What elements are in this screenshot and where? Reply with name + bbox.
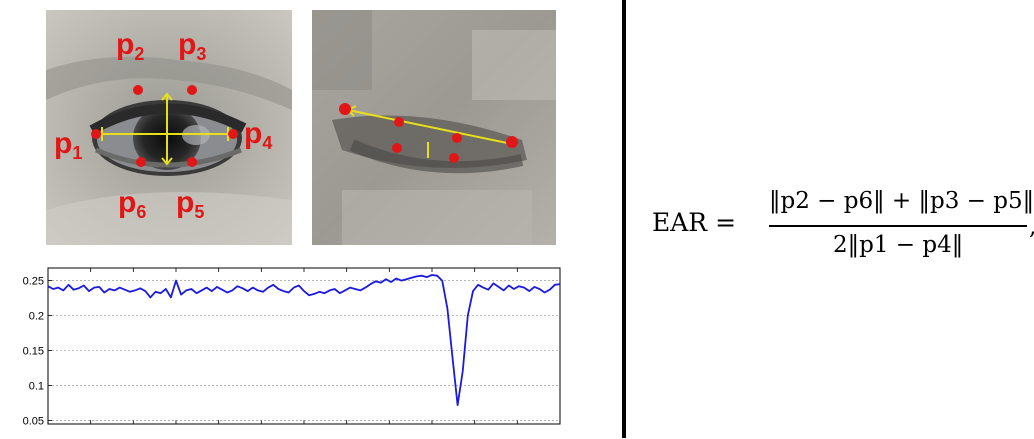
formula-comma: , <box>1029 214 1034 240</box>
ear-chart-svg: 0.25 0.2 0.15 0.1 0.05 <box>23 267 561 428</box>
label-p4: p4 <box>244 117 272 153</box>
label-p6: p6 <box>118 186 146 222</box>
open-eye-drawing: p1 p2 p3 p4 p5 p6 <box>46 10 292 245</box>
closed-eye-image <box>312 10 556 245</box>
landmark-p1 <box>91 129 101 139</box>
label-p2: p2 <box>116 28 144 64</box>
label-p1: p1 <box>54 127 82 163</box>
closed-landmark-3 <box>452 133 462 143</box>
landmark-p6 <box>136 157 146 167</box>
y-tick-label: 0.15 <box>23 346 44 358</box>
closed-landmark-2 <box>394 117 404 127</box>
closed-landmark-5 <box>392 143 402 153</box>
formula-denominator: 2‖p1 − p4‖ <box>833 232 964 258</box>
plot-frame <box>47 267 561 425</box>
landmark-p2 <box>133 85 143 95</box>
y-tick-label: 0.1 <box>29 381 44 393</box>
closed-landmark-4 <box>506 136 518 148</box>
y-tick-label: 0.05 <box>23 416 44 428</box>
ear-formula: EAR = ‖p2 − p6‖ + ‖p3 − p5‖ 2‖p1 − p4‖ , <box>652 188 1034 278</box>
closed-landmark-6 <box>449 153 459 163</box>
formula-numerator: ‖p2 − p6‖ + ‖p3 − p5‖ <box>769 188 1034 214</box>
y-tick-label: 0.2 <box>29 311 44 323</box>
open-eye-image: p1 p2 p3 p4 p5 p6 <box>46 10 292 245</box>
y-tick-label: 0.25 <box>23 276 44 288</box>
landmark-p5 <box>187 157 197 167</box>
landmark-p4 <box>228 129 238 139</box>
closed-eye-drawing <box>312 10 556 245</box>
landmark-p3 <box>187 85 197 95</box>
fraction-bar <box>769 225 1027 227</box>
divider <box>622 0 626 438</box>
ear-series-line <box>47 274 561 407</box>
formula-lhs: EAR = <box>652 208 737 237</box>
closed-landmark-1 <box>339 103 351 115</box>
label-p5: p5 <box>176 186 204 222</box>
ear-chart: 0.25 0.2 0.15 0.1 0.05 <box>8 262 564 434</box>
label-p3: p3 <box>178 28 206 64</box>
